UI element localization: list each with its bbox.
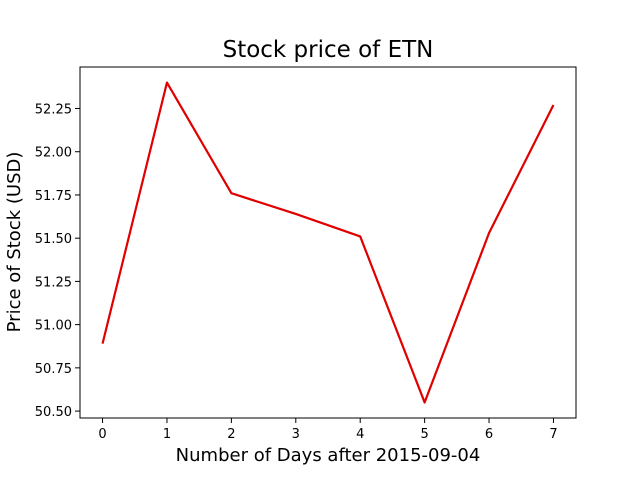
x-tick-label: 1 [163, 427, 171, 442]
chart-title: Stock price of ETN [223, 37, 434, 63]
y-tick-label: 52.25 [35, 102, 72, 117]
plot-area-frame [79, 66, 577, 419]
x-axis: 0 1 2 3 4 5 6 7 [98, 418, 558, 442]
x-tick-label: 6 [485, 427, 493, 442]
y-tick-label: 50.75 [35, 362, 72, 377]
series-line [101, 81, 555, 404]
y-axis-label: Price of Stock (USD) [4, 152, 25, 333]
x-tick-label: 2 [227, 427, 235, 442]
y-tick-label: 51.50 [35, 232, 72, 247]
x-tick-label: 3 [292, 427, 300, 442]
y-tick-label: 52.00 [35, 146, 72, 161]
y-tick-label: 51.25 [35, 275, 72, 290]
y-tick-label: 51.75 [35, 189, 72, 204]
x-tick-label: 0 [98, 427, 106, 442]
x-tick-label: 7 [549, 427, 557, 442]
series-layer [101, 81, 555, 404]
y-axis: 50.50 50.75 51.00 51.25 51.50 51.75 52.00 52.25 [35, 102, 80, 420]
y-tick-label: 51.00 [35, 319, 72, 334]
x-axis-label: Number of Days after 2015-09-04 [176, 445, 481, 466]
y-tick-label: 50.50 [35, 405, 72, 420]
x-tick-label: 5 [420, 427, 428, 442]
x-tick-label: 4 [356, 427, 364, 442]
